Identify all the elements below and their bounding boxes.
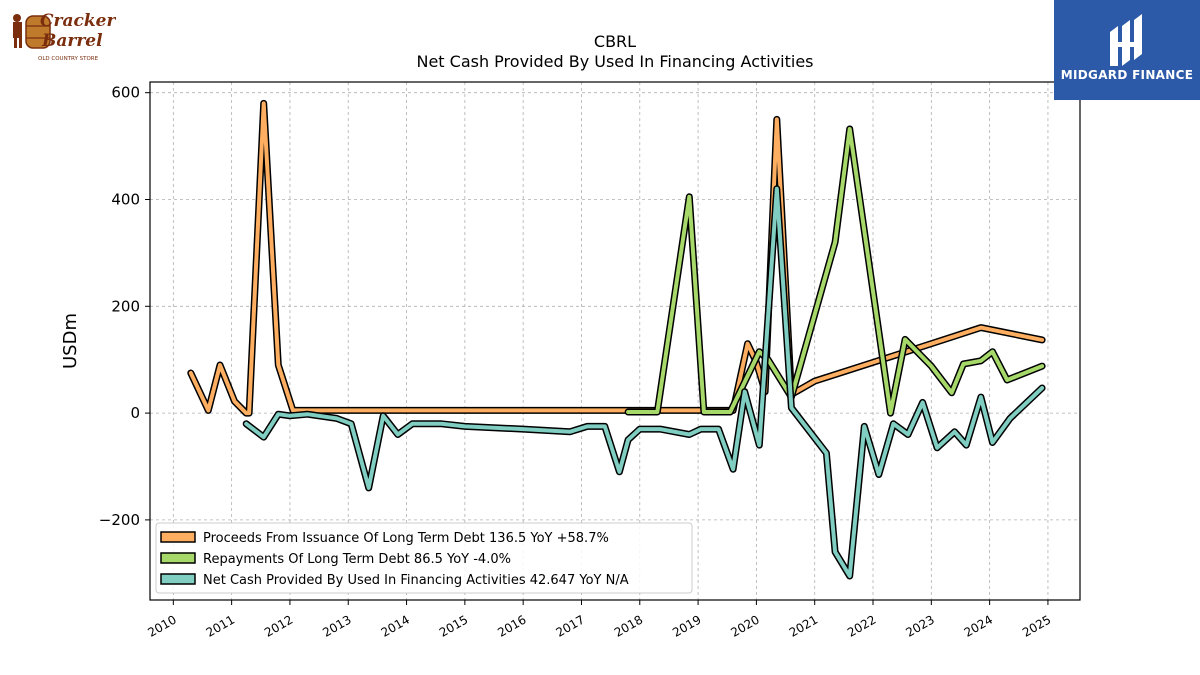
- x-tick-label: 2012: [262, 612, 295, 639]
- legend-swatch-proceeds: [160, 531, 196, 543]
- x-tick-label: 2018: [612, 612, 645, 639]
- series-layer: [187, 99, 1046, 580]
- x-tick-label: 2021: [787, 612, 820, 639]
- x-tick-label: 2014: [379, 612, 412, 639]
- legend-label-repayments: Repayments Of Long Term Debt 86.5 YoY -4…: [203, 552, 511, 567]
- x-tick-label: 2017: [554, 612, 587, 639]
- y-tick-label: −200: [99, 511, 140, 529]
- x-tick-label: 2020: [728, 612, 761, 639]
- midgard-finance-logo: MIDGARD FINANCE: [1054, 0, 1200, 100]
- x-tick-label: 2011: [204, 612, 237, 639]
- net-series-line: [244, 186, 1045, 578]
- legend: Proceeds From Issuance Of Long Term Debt…: [155, 522, 693, 594]
- x-tick-label: 2010: [145, 612, 178, 639]
- cracker-barrel-logo: Cracker Barrel OLD COUNTRY STORE: [4, 4, 116, 64]
- y-tick-label: 400: [111, 190, 140, 208]
- x-tick-label: 2019: [670, 612, 703, 639]
- midgard-mark-icon: [1110, 14, 1142, 66]
- legend-label-net: Net Cash Provided By Used In Financing A…: [203, 573, 629, 588]
- x-tick-label: 2025: [1020, 612, 1053, 639]
- x-tick-label: 2016: [495, 612, 528, 639]
- proceeds-series-line: [188, 101, 1045, 416]
- x-tick-label: 2013: [320, 612, 353, 639]
- chart-title: CBRL: [594, 32, 636, 51]
- midgard-brand-text: MIDGARD FINANCE: [1060, 68, 1194, 82]
- plot-frame: [149, 81, 1081, 601]
- svg-text:Cracker: Cracker: [40, 11, 116, 31]
- legend-label-proceeds: Proceeds From Issuance Of Long Term Debt…: [203, 531, 609, 546]
- x-tick-label: 2022: [845, 612, 878, 639]
- y-axis-label: USDm: [60, 313, 81, 369]
- chart-subtitle: Net Cash Provided By Used In Financing A…: [416, 52, 813, 71]
- legend-box: [155, 522, 693, 594]
- x-tick-label: 2024: [962, 612, 995, 639]
- legend-swatch-net: [160, 573, 196, 585]
- y-tick-label: 200: [111, 297, 140, 315]
- y-tick-label: 0: [130, 404, 140, 422]
- repayments-series-outline: [624, 125, 1046, 417]
- legend-swatch-repayments: [160, 552, 196, 564]
- svg-text:OLD COUNTRY STORE: OLD COUNTRY STORE: [38, 56, 99, 62]
- repayments-series-line: [626, 127, 1045, 416]
- y-tick-label: 600: [111, 84, 140, 102]
- x-tick-label: 2023: [903, 612, 936, 639]
- x-tick-label: 2015: [437, 612, 470, 639]
- svg-text:Barrel: Barrel: [41, 31, 103, 51]
- proceeds-series-outline: [187, 99, 1046, 417]
- net-series-outline: [242, 185, 1046, 580]
